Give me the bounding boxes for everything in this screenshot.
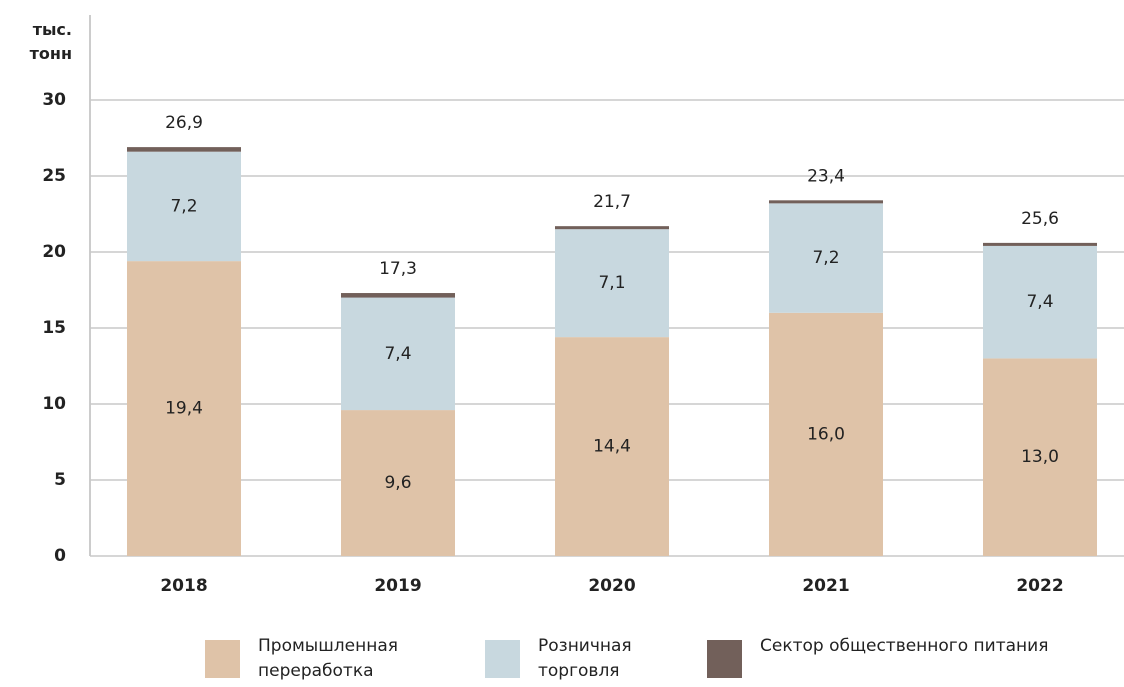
x-tick-label: 2022: [1016, 576, 1063, 596]
y-tick-label: 20: [42, 242, 66, 262]
y-axis-label: тыс. тонн: [29, 20, 72, 63]
total-label: 25,6: [1021, 209, 1059, 229]
bar-segment: [127, 151, 241, 262]
bar-segment: [341, 297, 455, 411]
y-tick-label: 25: [42, 166, 66, 186]
data-label: 7,2: [812, 248, 839, 268]
x-tick-label: 2020: [588, 576, 635, 596]
bar-segment: [341, 410, 455, 556]
data-label: 7,1: [598, 273, 625, 293]
y-tick-label: 30: [42, 90, 66, 110]
bar-segment: [341, 293, 455, 298]
legend-label: Розничная торговля: [538, 636, 632, 681]
bar-segment: [127, 261, 241, 556]
bar-segment: [769, 200, 883, 204]
legend-swatch: [205, 640, 240, 678]
bar-segment: [983, 245, 1097, 359]
data-label: 7,4: [1026, 292, 1053, 312]
data-label: 9,6: [384, 473, 411, 493]
bar-segment: [555, 337, 669, 556]
bar-segment: [983, 242, 1097, 246]
y-tick-label: 10: [42, 394, 66, 414]
legend-swatch: [707, 640, 742, 678]
bar-segment: [127, 147, 241, 152]
x-tick-label: 2019: [374, 576, 421, 596]
data-label: 7,4: [384, 344, 411, 364]
total-label: 21,7: [593, 192, 631, 212]
total-label: 17,3: [379, 259, 417, 279]
legend-item: Сектор общественного питания: [707, 634, 1050, 678]
total-label: 26,9: [165, 113, 203, 133]
bar-segment: [983, 358, 1097, 556]
bar-segment: [555, 226, 669, 230]
y-tick-label: 0: [54, 546, 66, 566]
legend-label: Промышленная переработка: [258, 636, 398, 681]
x-tick-label: 2021: [802, 576, 849, 596]
data-label: 14,4: [593, 437, 631, 457]
data-label: 16,0: [807, 424, 845, 444]
y-tick-label: 5: [54, 470, 66, 490]
data-label: 19,4: [165, 399, 203, 419]
y-tick-label: 15: [42, 318, 66, 338]
legend-item: Промышленная переработка: [205, 634, 458, 684]
total-label: 23,4: [807, 166, 845, 186]
legend-item: Розничная торговля: [485, 634, 688, 684]
bar-segment: [769, 312, 883, 556]
legend-label: Сектор общественного питания: [760, 636, 1049, 656]
data-label: 13,0: [1021, 447, 1059, 467]
legend-swatch: [485, 640, 520, 678]
x-tick-label: 2018: [160, 576, 207, 596]
bar-segment: [555, 229, 669, 338]
bar-segment: [769, 203, 883, 313]
data-label: 7,2: [170, 196, 197, 216]
